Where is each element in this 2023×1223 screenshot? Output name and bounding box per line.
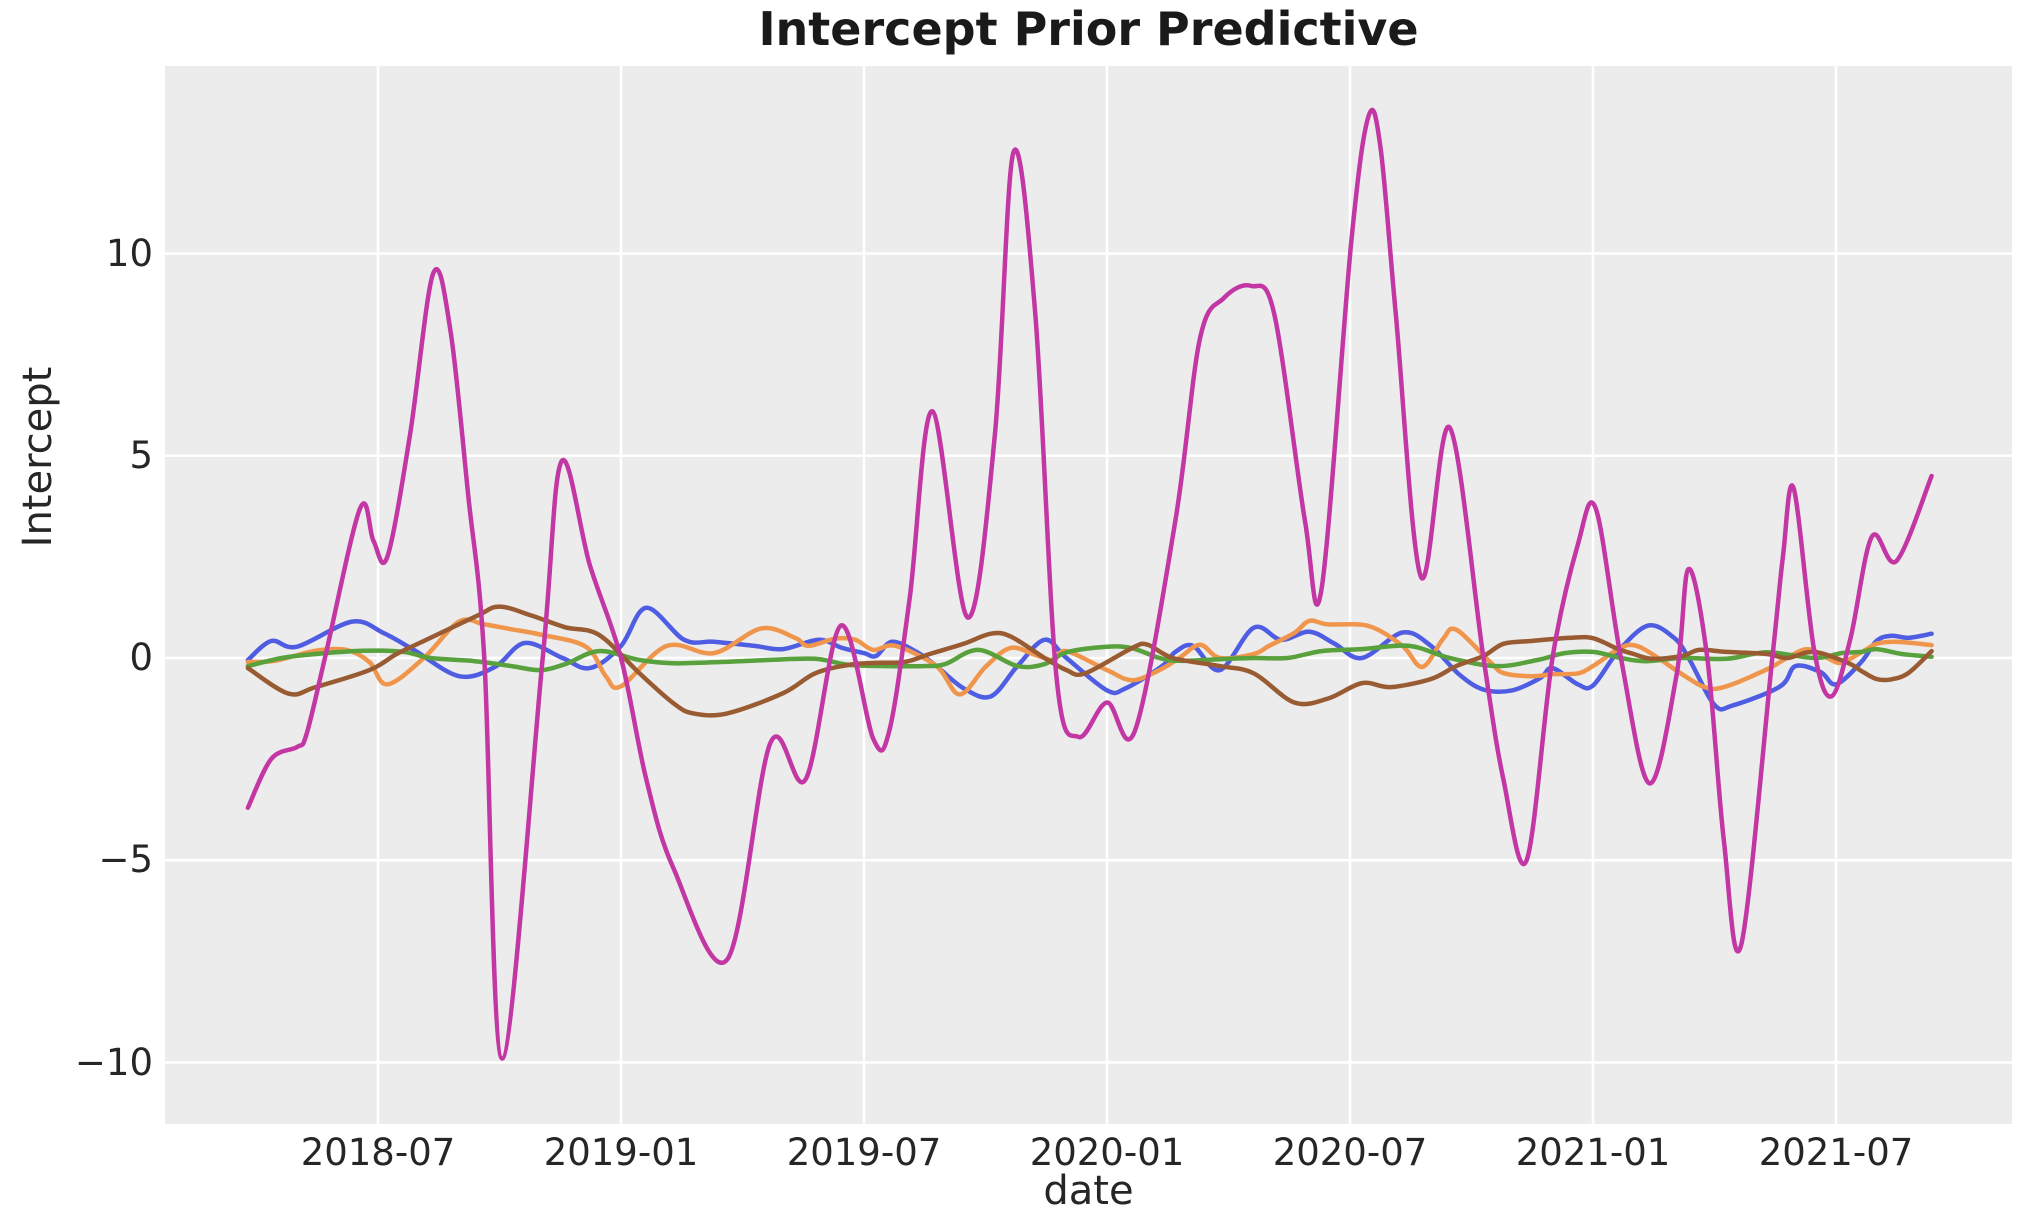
y-tick-label-−10: −10 [74,1040,153,1084]
x-tick-label-2021-01: 2021-01 [1515,1131,1671,1174]
x-tick-label-2021-07: 2021-07 [1758,1131,1914,1174]
x-tick-label-2020-07: 2020-07 [1272,1131,1428,1174]
y-tick-label-0: 0 [129,636,153,679]
x-tick-label-2020-01: 2020-01 [1029,1131,1185,1174]
plot-background [165,66,2012,1124]
x-tick-label-2018-07: 2018-07 [300,1131,456,1174]
series-line-prior-sample-orange [245,617,1934,697]
y-tick-label-−5: −5 [98,838,153,882]
x-axis-label: date [1043,1168,1134,1214]
chart-title: Intercept Prior Predictive [758,2,1419,56]
x-tick-label-2019-07: 2019-07 [786,1131,942,1174]
y-tick-label-10: 10 [105,231,153,275]
series-line-prior-sample-magenta [245,107,1934,1061]
x-tick-label-2019-01: 2019-01 [543,1131,699,1174]
series-line-prior-sample-brown [245,604,1934,718]
y-tick-label-5: 5 [129,433,153,477]
